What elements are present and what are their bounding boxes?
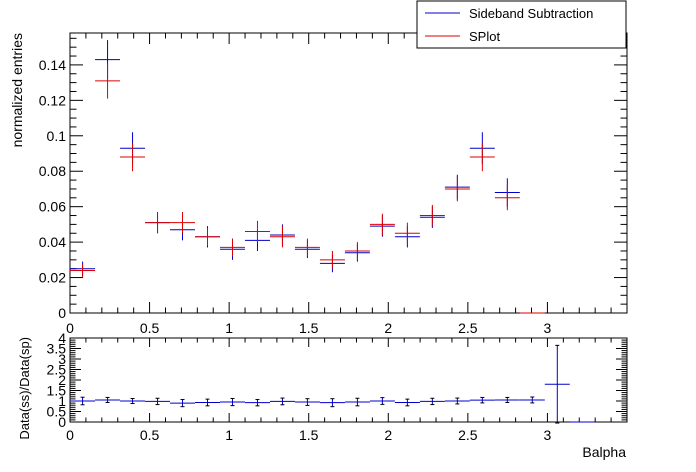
ratio-y-axis-label: Data(ss)/Data(sp)	[17, 337, 32, 440]
ratio-series-layer	[70, 344, 595, 424]
x-tick-label: 2.5	[458, 427, 478, 443]
y-tick-label: 0.5	[47, 404, 67, 420]
x-tick-label: 1	[225, 427, 233, 443]
data-point-ratio	[294, 398, 320, 406]
main-tick-marks	[69, 33, 628, 314]
x-tick-label: 0.5	[140, 427, 160, 443]
data-point-ratio	[444, 397, 470, 405]
data-point-ratio	[394, 398, 420, 407]
data-point-splot	[419, 204, 445, 227]
y-tick-label: 2.5	[47, 362, 67, 378]
y-tick-label: 0.04	[39, 234, 66, 250]
y-tick-label: 0.08	[39, 163, 66, 179]
data-point-ratio	[244, 399, 270, 407]
y-tick-label: 0.02	[39, 270, 66, 286]
legend: Sideband Subtraction SPlot	[416, 0, 627, 49]
ratio-plot: 00.511.522.533.54 0 0.5 1 1.5 2 2.5 3 Data(ss)…	[17, 330, 628, 460]
data-point-ratio	[170, 399, 196, 408]
data-point-ratio	[269, 397, 295, 406]
data-point-splot	[269, 226, 295, 248]
data-point-splot	[444, 176, 470, 202]
data-point-splot	[219, 238, 245, 257]
y-tick-label: 0.14	[39, 57, 66, 73]
main-y-axis-label: normalized entries	[9, 33, 25, 147]
data-point-ratio	[469, 396, 495, 404]
legend-label-splot: SPlot	[469, 29, 500, 44]
data-point-splot	[244, 220, 270, 243]
main-x-tick-labels: 0 0.5 1 1.5 2 2.5 3	[66, 320, 551, 336]
data-point-splot	[469, 142, 495, 172]
y-tick-label: 0.1	[47, 128, 67, 144]
y-tick-label: 1.5	[47, 383, 67, 399]
data-point-ratio	[519, 396, 545, 404]
y-tick-label: 1	[58, 393, 66, 409]
x-tick-label: 0	[66, 427, 74, 443]
y-tick-label: 2	[58, 372, 66, 388]
x-tick-label: 2	[384, 427, 392, 443]
data-point-splot	[369, 213, 395, 236]
y-tick-label: 4	[58, 330, 66, 346]
data-point-splot	[394, 222, 420, 244]
main-series-layer	[70, 40, 545, 314]
data-point-splot	[494, 185, 520, 211]
x-tick-label: 0	[66, 320, 74, 336]
main-plot: 0 0.02 0.04 0.06 0.08 0.1 0.12 0.14 0 0.5 1 1.5 2 2.…	[9, 32, 628, 336]
data-point-splot	[344, 242, 370, 260]
y-tick-label: 3.5	[47, 341, 67, 357]
data-point-ratio	[419, 397, 445, 406]
data-point-splot	[70, 263, 96, 278]
data-point-ratio	[369, 397, 395, 405]
data-point-ratio	[145, 397, 171, 406]
data-point-ratio	[120, 397, 146, 405]
x-tick-label: 1.5	[299, 427, 319, 443]
x-tick-label: 3	[544, 320, 552, 336]
data-point-splot	[170, 211, 196, 234]
data-point-ratio	[70, 396, 96, 406]
x-tick-label: 1.5	[299, 320, 319, 336]
y-tick-label: 0.12	[39, 92, 66, 108]
data-point-ratio	[544, 344, 570, 424]
x-tick-label: 1	[225, 320, 233, 336]
main-y-tick-labels: 0 0.02 0.04 0.06 0.08 0.1 0.12 0.14	[39, 57, 66, 321]
y-tick-label: 0.06	[39, 199, 66, 215]
data-point-ratio	[195, 398, 220, 407]
data-point-splot	[145, 211, 171, 234]
ratio-x-axis-label: Balpha	[582, 444, 626, 460]
data-point-splot	[319, 250, 345, 269]
x-tick-label: 3	[544, 427, 552, 443]
data-point-ratio	[219, 397, 245, 407]
legend-box	[416, 0, 627, 49]
ratio-plot-frame	[69, 337, 628, 423]
y-tick-label: 0	[58, 305, 66, 321]
data-point-ratio	[95, 396, 121, 403]
data-point-ratio	[319, 398, 345, 408]
ratio-y-tick-labels: 00.511.522.533.54	[47, 330, 67, 430]
ratio-x-tick-labels: 0 0.5 1 1.5 2 2.5 3	[66, 427, 551, 443]
data-point-splot	[120, 142, 146, 172]
y-tick-label: 3	[58, 351, 66, 367]
x-tick-label: 2	[384, 320, 392, 336]
x-tick-label: 0.5	[140, 320, 160, 336]
data-point-ratio	[344, 397, 370, 407]
data-point-ratio	[494, 396, 520, 403]
x-tick-label: 2.5	[458, 320, 478, 336]
data-point-splot	[195, 227, 220, 246]
data-point-splot	[294, 238, 320, 257]
ratio-tick-marks	[69, 337, 628, 423]
main-plot-frame	[69, 32, 628, 314]
y-tick-label: 0	[58, 414, 66, 430]
data-point-splot	[95, 63, 121, 99]
legend-label-sideband: Sideband Subtraction	[469, 6, 593, 21]
